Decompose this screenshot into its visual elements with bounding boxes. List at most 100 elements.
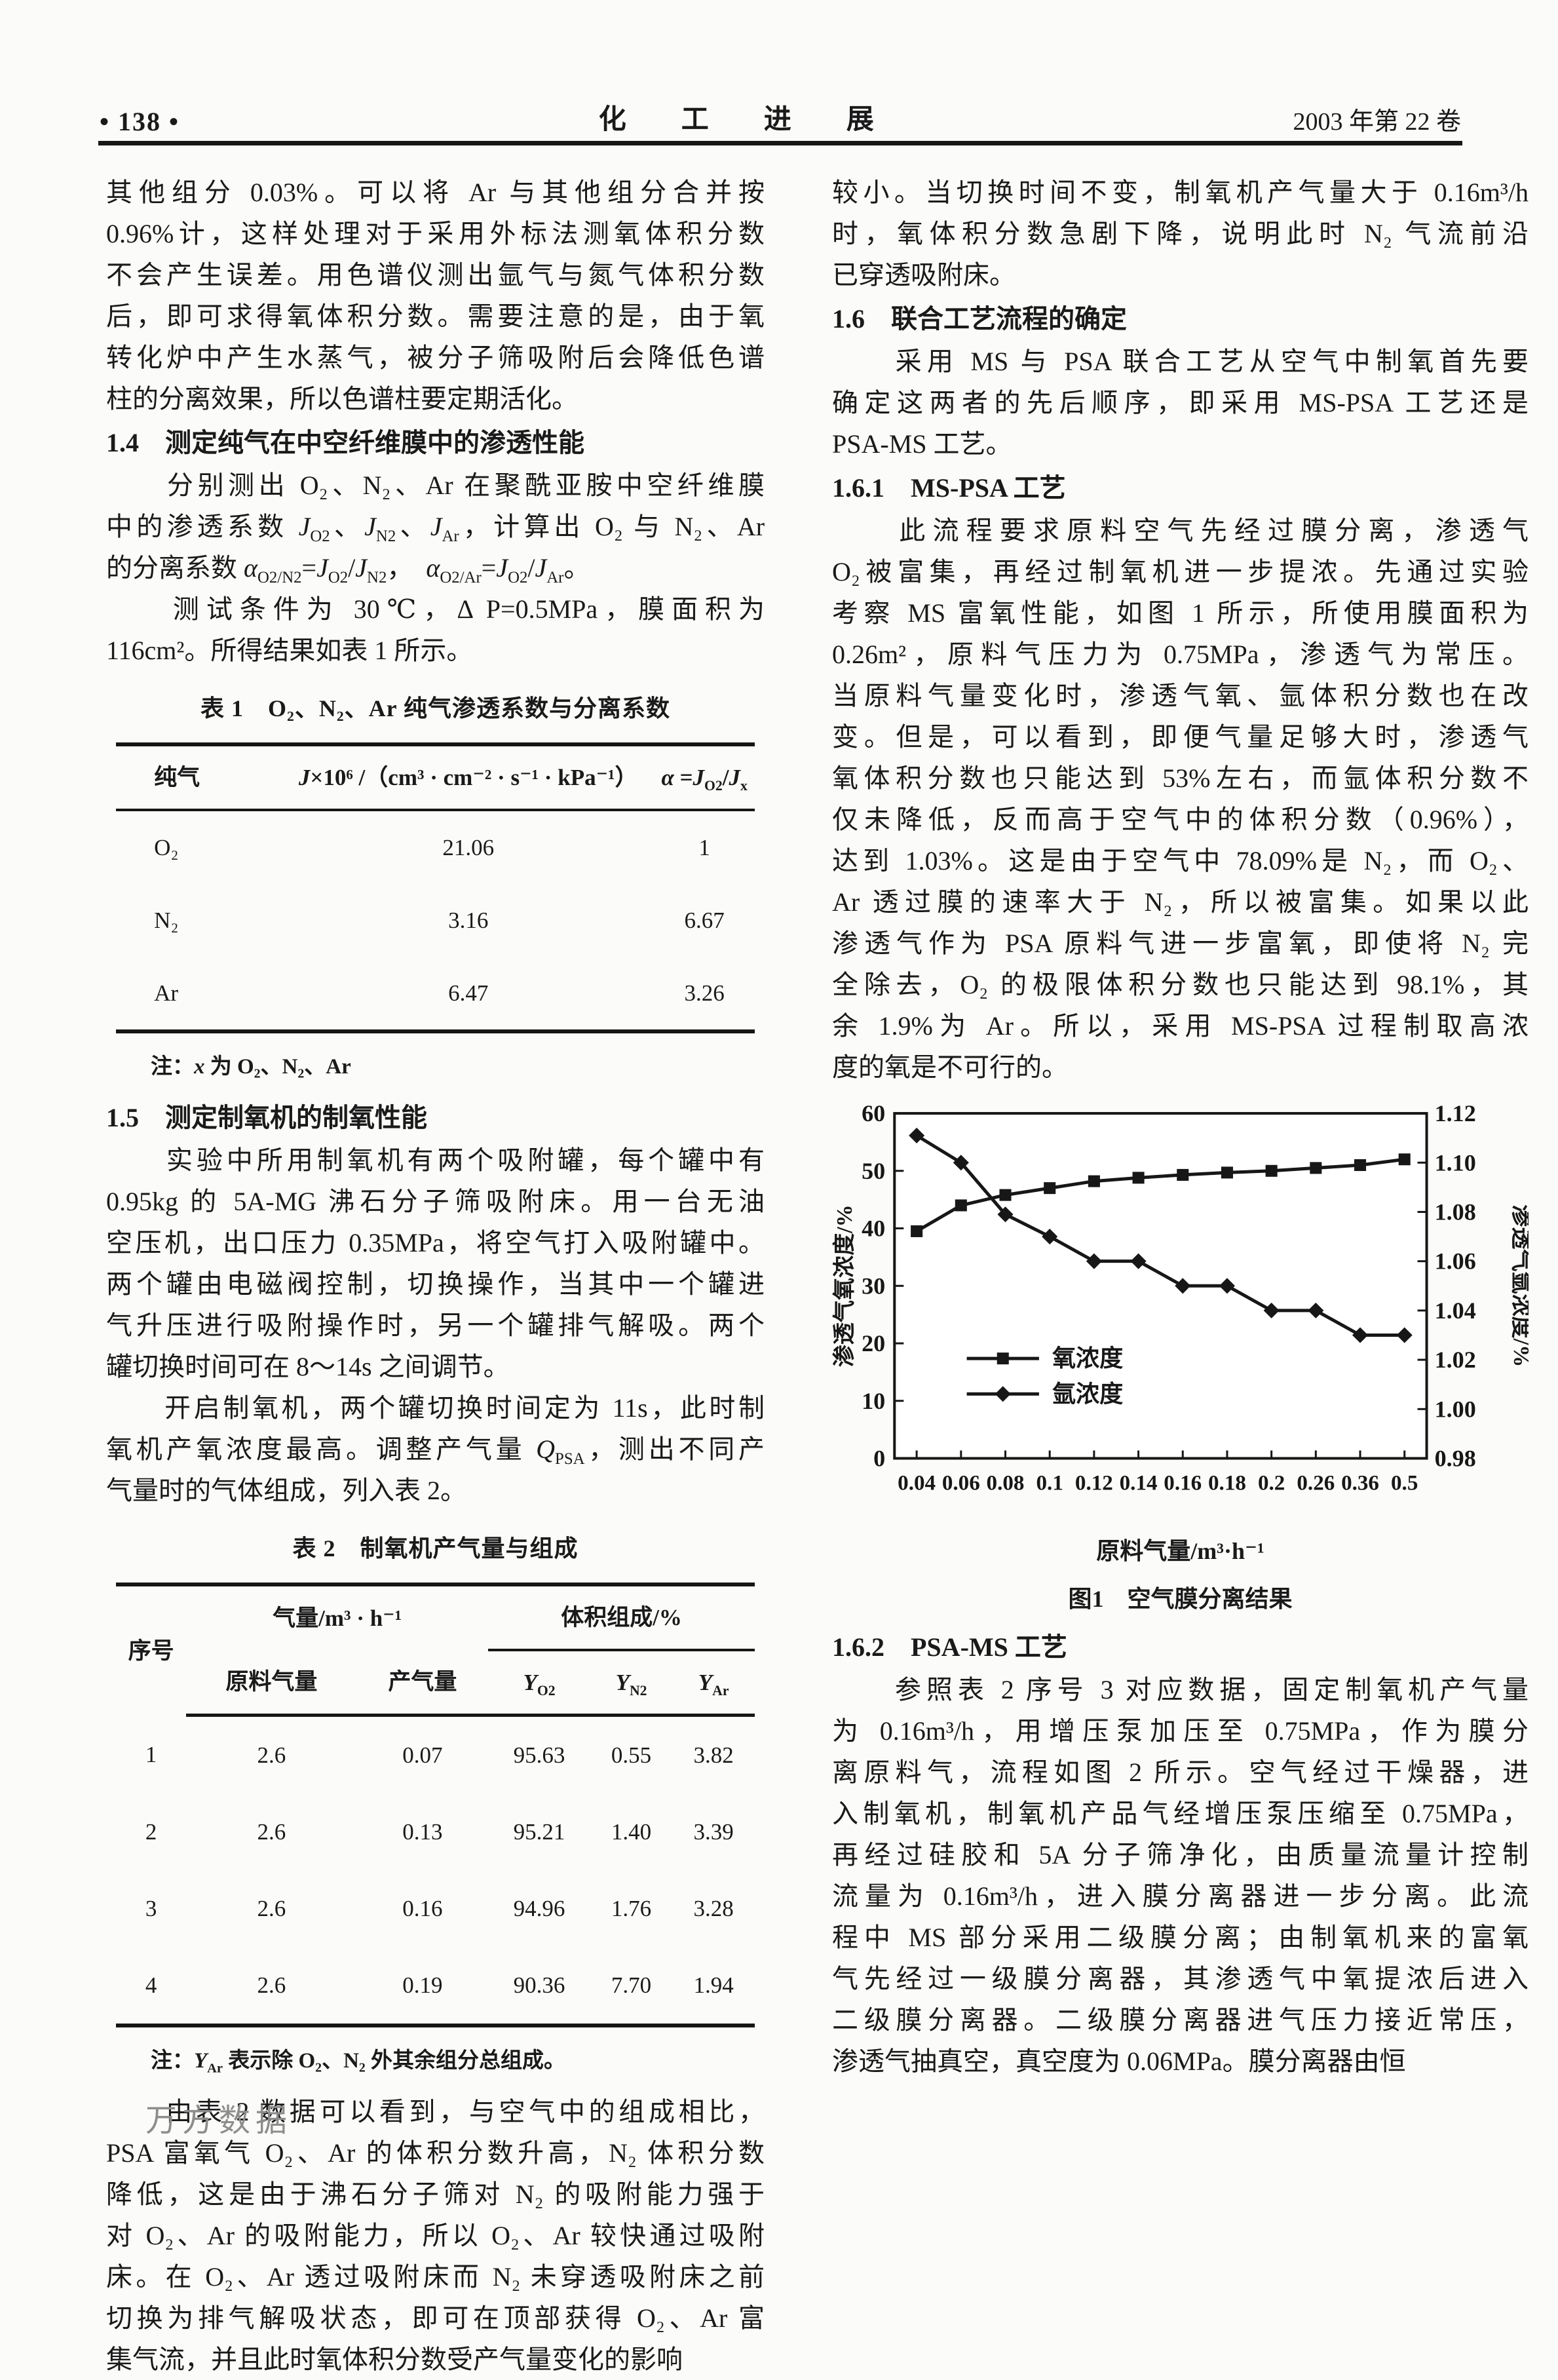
x-axis-tick-label: 0.04 <box>898 1472 936 1495</box>
series-marker-0 <box>1354 1159 1367 1172</box>
page-header: • 138 • 化 工 进 展 2003 年第 22 卷 <box>100 97 1461 137</box>
text-line: 度的氧是不可行的。 <box>832 1052 1068 1082</box>
text-line: O₂被富集，再经过制氧机进一步提浓。先通过实验 <box>832 557 1529 586</box>
x-axis-tick-label: 0.26 <box>1297 1472 1335 1495</box>
text-line: 降低，这是由于沸石分子筛对 N₂ 的吸附能力强于 <box>106 2179 765 2209</box>
table-cell: 0.07 <box>402 1742 443 1768</box>
table-cell: 95.21 <box>513 1819 565 1845</box>
text-line: 不会产生误差。用色谱仪测出氩气与氮气体积分数 <box>106 260 765 290</box>
table-cell: 0.55 <box>611 1742 652 1768</box>
table-header-cell: 原料气量 <box>186 1650 357 1717</box>
table2-caption: 表 2 制氧机产气量与组成 <box>292 1535 579 1562</box>
right-axis-label: 渗透气氩浓度/% <box>1509 1204 1529 1367</box>
right-axis-tick-label: 0.98 <box>1435 1446 1476 1472</box>
figure1-x-axis-label: 原料气量/m³·h⁻¹ <box>1096 1537 1264 1564</box>
paragraph-ms-psa: 此流程要求原料空气先经过膜分离，渗透气 O₂被富集，再经过制氧机进一步提浓。先通过… <box>832 510 1529 1088</box>
x-axis-tick-label: 0.08 <box>987 1472 1025 1495</box>
series-marker-0 <box>1132 1172 1145 1184</box>
table-header-cell: 产气量 <box>356 1650 489 1717</box>
table2-oxygen-generator-output: 序号 气量/m³ · h⁻¹ 体积组成/% 原料气量 产气量 YO2 YN2 Y… <box>116 1583 755 2027</box>
section-heading-1-5: 1.5 测定制氧机的制氧性能 <box>106 1103 427 1132</box>
legend-marker-0 <box>997 1353 1009 1365</box>
x-axis-tick-label: 0.36 <box>1341 1472 1379 1495</box>
text-line: PSA-MS 工艺。 <box>832 429 1012 459</box>
table-cell: N₂ <box>154 908 179 933</box>
table-header-row: 序号 气量/m³ · h⁻¹ 体积组成/% <box>116 1584 755 1664</box>
right-axis-tick-label: 1.08 <box>1435 1199 1476 1225</box>
series-marker-0 <box>1088 1175 1100 1187</box>
paragraph-psa-operation: 开启制氧机，两个罐切换时间定为 11s，此时制 氧机产氧浓度最高。调整产气量 QP… <box>106 1387 765 1511</box>
table-header-row: 原料气量 产气量 YO2 YN2 YAr <box>116 1650 755 1717</box>
table-row: 2 2.6 0.13 95.21 1.40 3.39 <box>116 1794 755 1870</box>
table-header-cell: 气量/m³ · h⁻¹ <box>273 1605 402 1631</box>
text-line: 气量时的气体组成，列入表 2。 <box>106 1476 466 1505</box>
text-line: 时，氧体积分数急剧下降，说明此时 N₂ 气流前沿 <box>832 219 1529 248</box>
right-axis-tick-label: 1.00 <box>1435 1396 1476 1422</box>
left-axis-tick-label: 50 <box>862 1158 885 1184</box>
text-line: 气升压进行吸附操作时，另一个罐排气解吸。两个 <box>106 1311 765 1340</box>
left-column: 其他组分 0.03%。可以将 Ar 与其他组分合并按 0.96%计，这样处理对于采… <box>106 172 765 2380</box>
right-column: 较小。当切换时间不变，制氧机产气量大于 0.16m³/h 时，氧体积分数急剧下降，… <box>832 172 1529 2082</box>
text-line: 分别测出 O₂、N₂、Ar 在聚酰亚胺中空纤维膜 <box>106 470 765 500</box>
text-line: 为 0.16m³/h，用增压泵加压至 0.75MPa，作为膜分 <box>832 1716 1529 1746</box>
text-line: 空压机，出口压力 0.35MPa，将空气打入吸附罐中。 <box>106 1228 765 1257</box>
chart-plot-area <box>893 1112 1428 1460</box>
table-header-row: 纯气 J×10⁶ /（cm³ · cm⁻² · s⁻¹ · kPa⁻¹） α =… <box>116 744 755 811</box>
table-header-cell: 序号 <box>128 1638 174 1664</box>
left-axis-label: 渗透气氧浓度/% <box>832 1204 857 1367</box>
left-axis-tick-label: 20 <box>862 1330 885 1356</box>
text-line: 切换为排气解吸状态，即可在顶部获得 O₂、Ar 富 <box>106 2303 765 2333</box>
text-line: 实验中所用制氧机有两个吸附罐，每个罐中有 <box>106 1145 765 1175</box>
table-cell: 95.63 <box>513 1742 565 1768</box>
text-line: 渗透气作为 PSA 原料气进一步富氧，即使将 N₂ 完 <box>832 929 1529 958</box>
text-line: 已穿透吸附床。 <box>832 260 1016 290</box>
section-heading-1-4: 1.4 测定纯气在中空纤维膜中的渗透性能 <box>106 428 584 457</box>
left-axis-tick-label: 30 <box>862 1273 885 1299</box>
section-heading-1-6-2: 1.6.2 PSA-MS 工艺 <box>832 1632 1067 1662</box>
table-cell: 1.94 <box>693 1972 734 1998</box>
table-cell: 1 <box>145 1741 157 1767</box>
table-row: N₂ 3.16 6.67 <box>116 884 755 957</box>
text-line: 参照表 2 序号 3 对应数据，固定制氧机产气量 <box>832 1674 1529 1704</box>
table-cell: 2.6 <box>257 1896 286 1921</box>
text-line: 其他组分 0.03%。可以将 Ar 与其他组分合并按 <box>106 178 765 207</box>
paragraph-psa-apparatus: 实验中所用制氧机有两个吸附罐，每个罐中有 0.95kg 的 5A-MG 沸石分子筛… <box>106 1140 765 1387</box>
text-line: 入制氧机，制氧机产品气经增压泵压缩至 0.75MPa， <box>832 1798 1529 1828</box>
figure1-chart: 0 10 20 30 40 50 60 0.98 1.00 1.02 1.04 1.06 1.08 1.1… <box>832 1104 1529 1529</box>
issue-label: 2003 年第 22 卷 <box>1293 108 1461 136</box>
left-axis-tick-label: 60 <box>862 1104 885 1126</box>
table-cell: 3.28 <box>693 1896 734 1921</box>
series-marker-0 <box>1044 1182 1056 1195</box>
left-axis-tick-label: 10 <box>862 1388 885 1414</box>
paragraph-process-order: 采用 MS 与 PSA 联合工艺从空气中制氧首先要 确定这两者的先后顺序，即采用 … <box>832 341 1529 465</box>
text-line: 116cm²。所得结果如表 1 所示。 <box>106 636 473 665</box>
text-line: 两个罐由电磁阀控制，切换操作，当其中一个罐进 <box>106 1269 765 1299</box>
series-marker-0 <box>1177 1168 1189 1181</box>
x-axis-tick-label: 0.18 <box>1208 1472 1246 1495</box>
journal-title: 化 工 进 展 <box>598 105 874 135</box>
series-marker-1 <box>1042 1229 1058 1245</box>
legend-label-0: 氧浓度 <box>1052 1345 1123 1372</box>
watermark-wanfang-data: 万方数据 <box>145 2103 293 2138</box>
table1-pure-gas-permeation: 纯气 J×10⁶ /（cm³ · cm⁻² · s⁻¹ · kPa⁻¹） α =… <box>116 742 755 1033</box>
text-line: 后，即可求得氧体积分数。需要注意的是，由于氧 <box>106 301 765 331</box>
table-cell: 6.47 <box>448 980 489 1006</box>
paragraph-breakthrough: 较小。当切换时间不变，制氧机产气量大于 0.16m³/h 时，氧体积分数急剧下降，… <box>832 172 1529 296</box>
paragraph-permeation-coefficients: 分别测出 O₂、N₂、Ar 在聚酰亚胺中空纤维膜 中的渗透系数 JO2、JN2、J… <box>106 465 765 588</box>
text-line: 罐切换时间可在 8～14s 之间调节。 <box>106 1352 510 1381</box>
text-line: 对 O₂、Ar 的吸附能力，所以 O₂、Ar 较快通过吸附 <box>106 2221 765 2250</box>
x-axis-tick-label: 0.12 <box>1075 1472 1113 1495</box>
table-row: 3 2.6 0.16 94.96 1.76 3.28 <box>116 1870 755 1947</box>
text-line: 程中 MS 部分采用二级膜分离；由制氧机来的富氧 <box>832 1922 1529 1952</box>
table-cell: 1.40 <box>611 1819 652 1845</box>
section-heading-1-6-1: 1.6.1 MS-PSA 工艺 <box>832 473 1066 503</box>
text-line: 变。但是，可以看到，即便气量足够大时，渗透气 <box>832 722 1529 752</box>
text-line: 达到 1.03%。这是由于空气中 78.09%是 N₂，而 O₂、 <box>832 846 1529 875</box>
text-line: 开启制氧机，两个罐切换时间定为 11s，此时制 <box>106 1393 765 1423</box>
series-marker-1 <box>997 1206 1014 1223</box>
text-line: 仅未降低，反而高于空气中的体积分数（0.96%）， <box>832 805 1529 834</box>
series-marker-1 <box>953 1155 969 1171</box>
x-axis-tick-label: 0.14 <box>1120 1472 1158 1495</box>
section-heading-1-6: 1.6 联合工艺流程的确定 <box>832 304 1127 334</box>
figure1-caption: 图1 空气膜分离结果 <box>1068 1585 1293 1612</box>
